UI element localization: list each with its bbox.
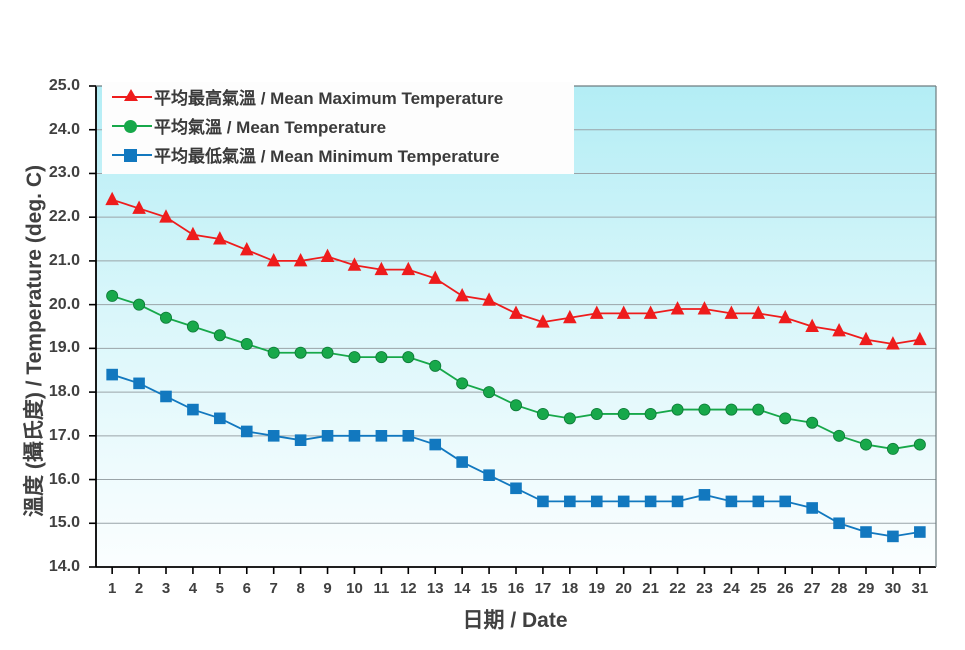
legend-item-mean-maximum: 平均最高氣溫 / Mean Maximum Temperature [102,82,574,111]
x-tick-label: 30 [884,580,902,597]
y-tick-label: 25.0 [48,77,80,94]
x-axis-title: 日期 / Date [462,609,568,632]
legend-marker-triangle-icon [110,87,154,107]
y-tick-label: 17.0 [48,426,80,444]
x-tick-label: 26 [776,580,794,597]
x-tick-label: 20 [615,580,633,597]
y-tick-label: 20.0 [48,295,80,313]
y-tick-label: 19.0 [48,339,80,357]
x-tick-label: 28 [830,580,848,597]
y-tick-label: 21.0 [48,251,80,269]
legend-item-mean-minimum: 平均最低氣溫 / Mean Minimum Temperature [102,140,574,169]
y-tick-label: 22.0 [48,208,80,226]
y-tick-label: 14.0 [48,558,80,575]
x-tick-label: 17 [534,580,552,597]
x-tick-label: 4 [188,580,198,597]
legend-marker-circle-icon [110,116,154,136]
x-tick-label: 19 [588,580,606,597]
y-tick-label: 16.0 [48,470,80,488]
legend-label-mean-maximum: 平均最高氣溫 / Mean Maximum Temperature [154,89,504,108]
x-tick-label: 3 [161,580,171,597]
y-tick-label: 23.0 [48,164,80,182]
x-tick-label: 22 [669,580,686,597]
x-tick-label: 11 [373,580,390,597]
x-tick-label: 8 [296,580,305,597]
x-tick-label: 27 [803,580,821,597]
legend-label-mean-minimum: 平均最低氣溫 / Mean Minimum Temperature [154,147,500,166]
x-tick-label: 16 [507,580,525,597]
legend-marker-square-icon [110,145,154,165]
y-tick-label: 24.0 [48,120,80,138]
x-tick-label: 29 [857,580,875,597]
legend-label-mean: 平均氣溫 / Mean Temperature [154,118,387,137]
x-tick-label: 31 [911,580,929,597]
legend-item-mean: 平均氣溫 / Mean Temperature [102,111,574,140]
y-tick-label: 18.0 [48,383,80,401]
x-tick-label: 1 [107,580,117,597]
x-tick-label: 6 [242,580,251,597]
x-tick-label: 9 [323,580,332,597]
x-tick-label: 14 [453,580,471,597]
x-tick-label: 5 [215,580,225,597]
x-tick-label: 18 [561,580,579,597]
x-tick-label: 12 [399,580,417,597]
x-tick-label: 21 [642,580,659,597]
x-tick-label: 25 [749,580,767,597]
x-tick-label: 2 [134,580,144,597]
x-tick-label: 23 [696,580,713,597]
legend: 平均最高氣溫 / Mean Maximum Temperature 平均氣溫 /… [102,82,574,174]
y-tick-label: 15.0 [48,514,80,532]
x-tick-label: 13 [426,580,444,597]
x-tick-label: 7 [269,580,278,597]
x-tick-label: 24 [723,580,740,597]
x-tick-label: 10 [346,580,363,597]
x-tick-label: 15 [480,580,498,597]
